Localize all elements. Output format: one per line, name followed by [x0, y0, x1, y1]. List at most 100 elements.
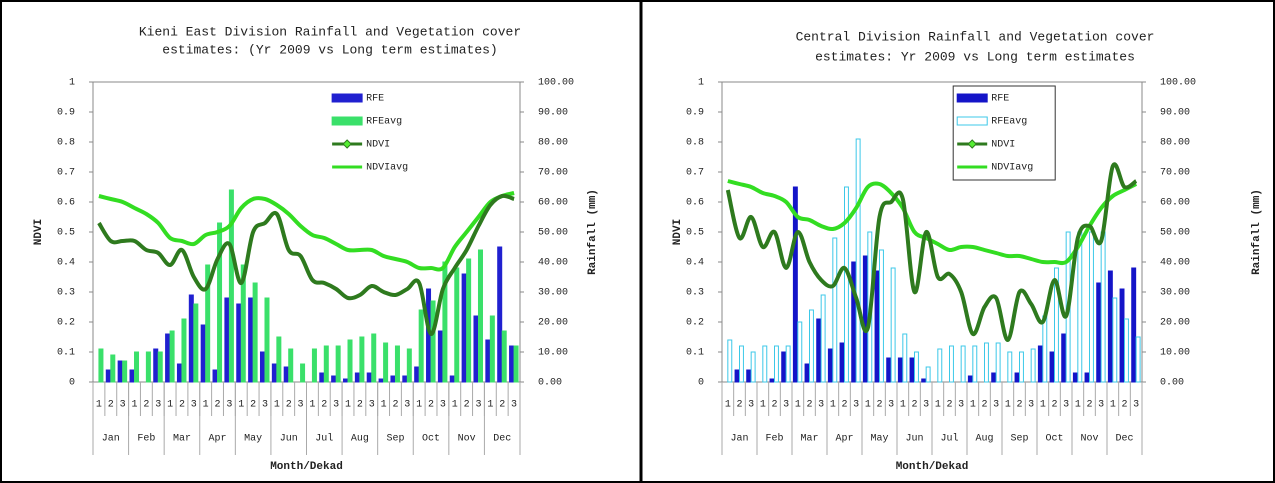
- bar: [461, 273, 467, 383]
- x-tick-label: 1: [345, 400, 351, 411]
- month-label: Sep: [386, 434, 404, 445]
- bar: [862, 255, 868, 383]
- bar: [248, 297, 254, 383]
- bar: [785, 345, 791, 383]
- y-tick-label: 0.6: [686, 198, 704, 209]
- bar: [972, 345, 978, 383]
- x-tick-label: 2: [1016, 400, 1022, 411]
- y2-tick-label: 60.00: [1160, 198, 1190, 209]
- month-label: Jul: [315, 433, 333, 445]
- y-tick-label: 0.7: [686, 168, 704, 179]
- bar: [485, 339, 491, 383]
- bar: [414, 366, 420, 383]
- legend-swatch: [331, 93, 363, 103]
- bar: [991, 372, 997, 383]
- bar: [98, 348, 104, 383]
- legend-label: RFEavg: [366, 117, 402, 128]
- x-tick-label: 2: [250, 400, 256, 411]
- month-label: Dec: [493, 434, 511, 445]
- bar: [157, 351, 163, 383]
- x-tick-label: 1: [487, 400, 493, 411]
- bar: [181, 318, 187, 383]
- x-tick-label: 2: [1051, 400, 1057, 411]
- legend-frame: [952, 85, 1056, 181]
- month-label: Oct: [1045, 434, 1063, 445]
- bar: [839, 342, 845, 383]
- y-tick-label: 0.4: [686, 258, 704, 269]
- x-tick-label: 1: [309, 400, 315, 411]
- bar: [1084, 372, 1090, 383]
- x-tick-label: 2: [215, 400, 221, 411]
- y-tick-label: 0.8: [686, 138, 704, 149]
- month-label: Apr: [835, 434, 853, 445]
- x-tick-label: 1: [96, 400, 102, 411]
- x-tick-label: 2: [876, 400, 882, 411]
- y2-tick-label: 40.00: [1160, 258, 1190, 269]
- x-tick-label: 1: [452, 400, 458, 411]
- plot-area: [721, 81, 1143, 383]
- x-tick-label: 2: [946, 400, 952, 411]
- x-tick-label: 2: [771, 400, 777, 411]
- bar: [1037, 345, 1043, 383]
- bar: [217, 222, 223, 383]
- legend-marker: [342, 139, 352, 149]
- bar: [236, 303, 242, 383]
- bar: [129, 369, 135, 383]
- y2-tick-label: 100.00: [538, 78, 574, 89]
- x-tick-label: 1: [1110, 400, 1116, 411]
- x-tick-label: 3: [888, 400, 894, 411]
- x-tick-label: 2: [108, 400, 114, 411]
- legend-label: NDVIavg: [366, 163, 408, 174]
- bar: [117, 360, 123, 383]
- bar: [1135, 336, 1141, 383]
- month-label: Jun: [905, 434, 923, 445]
- x-tick-label: 1: [132, 400, 138, 411]
- month-label: Feb: [765, 433, 783, 445]
- x-tick-label: 1: [935, 400, 941, 411]
- bar: [354, 372, 360, 383]
- bar: [122, 360, 128, 383]
- bar: [897, 357, 903, 383]
- bar: [331, 375, 337, 383]
- x-tick-label: 2: [911, 400, 917, 411]
- bar: [390, 375, 396, 383]
- x-tick-label: 2: [428, 400, 434, 411]
- bar: [844, 186, 849, 383]
- y-tick-label: 0.7: [57, 168, 75, 179]
- bar: [283, 366, 289, 383]
- x-tick-label: 2: [143, 400, 149, 411]
- bar: [188, 294, 194, 383]
- x-tick-label: 3: [1098, 400, 1104, 411]
- month-label: Aug: [351, 434, 369, 445]
- bar: [509, 345, 515, 383]
- y-tick-label: 0: [69, 378, 75, 389]
- month-label: Jan: [730, 434, 748, 445]
- x-tick-label: 3: [262, 400, 268, 411]
- x-tick-label: 3: [440, 400, 446, 411]
- chart-title: estimates: (Yr 2009 vs Long term estimat…: [162, 42, 497, 57]
- y2-tick-label: 30.00: [1160, 288, 1190, 299]
- y-tick-label: 1: [698, 78, 704, 89]
- x-tick-label: 1: [830, 400, 836, 411]
- bar: [855, 138, 861, 383]
- bar: [228, 189, 234, 383]
- x-tick-label: 3: [511, 400, 517, 411]
- x-tick-label: 2: [179, 400, 185, 411]
- x-tick-label: 1: [1005, 400, 1011, 411]
- bar: [300, 363, 306, 383]
- bar: [984, 342, 989, 383]
- x-tick-label: 1: [416, 400, 422, 411]
- y2-tick-label: 30.00: [538, 288, 568, 299]
- y-tick-label: 0.4: [57, 258, 75, 269]
- y2-tick-label: 50.00: [1160, 228, 1190, 239]
- line: [98, 191, 515, 272]
- legend-swatch: [331, 116, 363, 126]
- bar: [1054, 267, 1059, 383]
- bar: [224, 297, 230, 383]
- bar: [746, 369, 752, 383]
- bar: [165, 333, 171, 383]
- month-label: May: [244, 434, 262, 445]
- y2-tick-label: 90.00: [538, 108, 568, 119]
- y2-tick-label: 100.00: [1160, 78, 1196, 89]
